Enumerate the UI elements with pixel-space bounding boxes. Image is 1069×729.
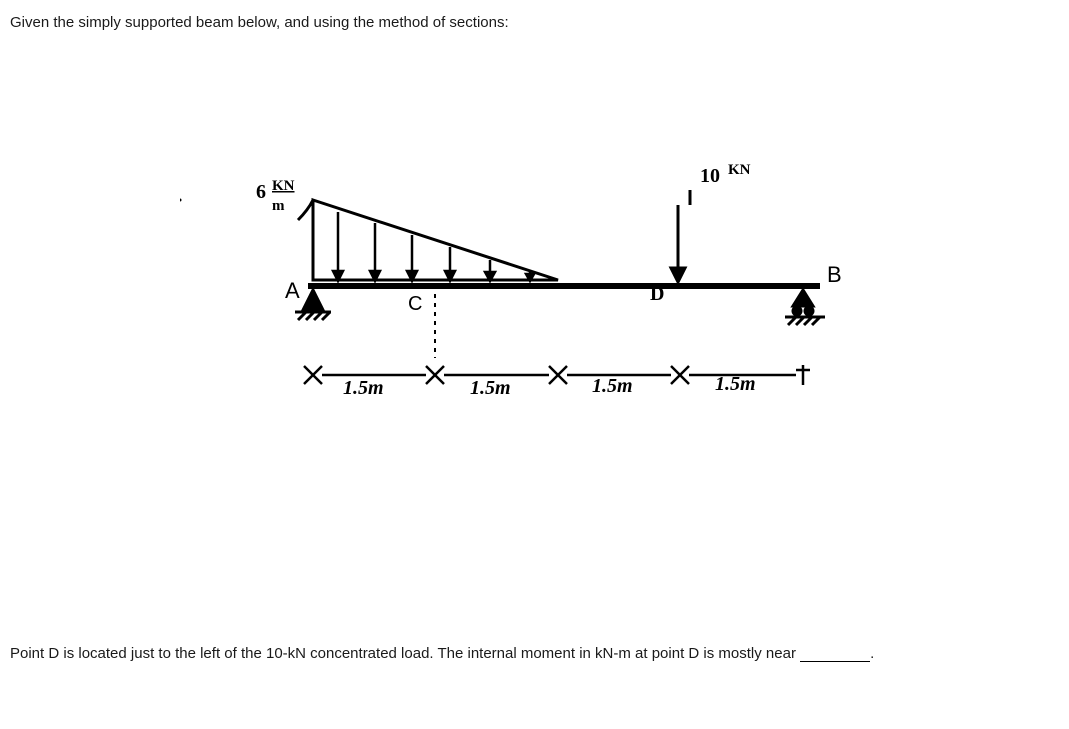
- distributed-load-unit-top: KN: [272, 178, 295, 194]
- distributed-load-unit-bottom: m: [272, 198, 285, 214]
- dim-label-4: 1.5m: [715, 373, 756, 395]
- dim-label-2: 1.5m: [470, 377, 511, 399]
- distributed-load-arrows: [333, 212, 534, 281]
- closing-suffix: .: [870, 645, 874, 662]
- question-intro-text: Given the simply supported beam below, a…: [10, 14, 509, 31]
- beam-diagram-svg: 6 KN m 10 KN: [180, 160, 880, 460]
- dim-label-1: 1.5m: [343, 377, 384, 399]
- question-closing-text: Point D is located just to the left of t…: [10, 645, 874, 662]
- dim-label-3: 1.5m: [592, 375, 633, 397]
- node-label-c: C: [408, 293, 422, 315]
- beam-diagram: 6 KN m 10 KN: [180, 160, 880, 460]
- answer-blank[interactable]: [800, 661, 870, 662]
- point-load-value: 10: [700, 165, 720, 187]
- point-load-unit: KN: [728, 162, 751, 178]
- closing-text-before-blank: Point D is located just to the left of t…: [10, 645, 796, 662]
- node-label-b: B: [827, 262, 842, 287]
- support-a-pin: [295, 290, 331, 320]
- distributed-load-value: 6: [256, 181, 266, 203]
- distributed-load-triangle: [313, 200, 558, 280]
- point-load-arrow: [671, 190, 690, 282]
- node-label-d: D: [650, 283, 664, 305]
- node-label-a: A: [285, 278, 300, 303]
- distributed-load-hook: [298, 200, 313, 220]
- artifact-dot: [180, 199, 182, 202]
- support-b-roller: [785, 290, 825, 325]
- dimension-labels: 1.5m 1.5m 1.5m 1.5m: [343, 373, 756, 399]
